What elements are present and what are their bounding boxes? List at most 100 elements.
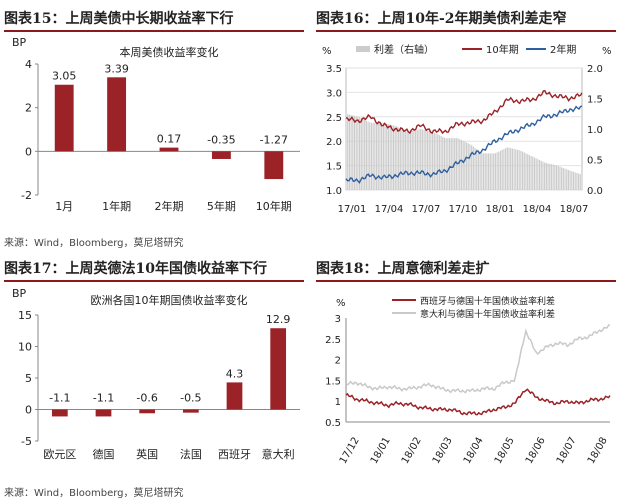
c17-ytick-label-3: 10 [18, 341, 32, 354]
c17-value-label-0: -1.1 [49, 392, 70, 405]
c16-xtick-label-2: 17/07 [412, 204, 441, 215]
c18-xtick-label-8: 18/08 [586, 436, 610, 466]
c16-xtick-label-1: 17/04 [375, 204, 404, 215]
c18-xtick-label-4: 18/04 [462, 436, 486, 466]
c18-legend-italy: 意大利与德国十年国债收益率利差 [420, 308, 555, 320]
c17-bar-1 [95, 409, 112, 417]
c15-value-label-3: -0.35 [207, 133, 235, 146]
c15-category-label-3: 5年期 [207, 199, 236, 213]
c17-bar-5 [270, 328, 287, 410]
source-note-top: 来源：Wind，Bloomberg，莫尼塔研究 [4, 238, 184, 249]
c15-bar-2 [159, 147, 179, 152]
c15-ylabel: BP [12, 36, 27, 49]
c15-value-label-1: 3.39 [104, 62, 129, 75]
c17-value-label-3: -0.5 [180, 392, 201, 405]
c16-ytick-left-5: 3.5 [326, 64, 342, 75]
c16-legend-spread: 利差（右轴） [374, 43, 434, 56]
c16-ytick-left-0: 1.0 [326, 186, 342, 197]
c17-category-label-5: 意大利 [262, 447, 295, 461]
c17-category-label-2: 英国 [136, 447, 158, 461]
c17-ytick-label-4: 15 [18, 309, 32, 322]
panel-15-rule [4, 30, 304, 32]
panel-17-rule [4, 280, 304, 282]
c15-category-label-4: 10年期 [256, 199, 292, 213]
c18-ytick-label-3: 2 [335, 356, 341, 367]
c18-xtick-label-3: 18/03 [431, 436, 455, 466]
c15-value-label-4: -1.27 [260, 133, 288, 146]
c18-ytick-label-0: 0.5 [325, 418, 341, 429]
c16-xtick-label-4: 18/01 [486, 204, 515, 215]
c16-ytick-right-3: 1.5 [587, 95, 603, 106]
c18-line-spain [345, 388, 611, 416]
panel-16-title: 图表16：上周10年-2年期美债利差走窄 [316, 11, 567, 27]
c16-ylabel-left: % [322, 46, 332, 57]
c16-ytick-right-2: 1.0 [587, 125, 603, 136]
c15-bar-4 [264, 151, 284, 180]
c15-category-label-0: 1月 [55, 200, 73, 213]
c15-ytick-label-3: 4 [25, 58, 32, 71]
panel-17-title: 图表17：上周英德法10年国债收益率下行 [4, 261, 267, 277]
c17-bar-0 [51, 409, 68, 417]
c16-legend-2y: 2年期 [550, 43, 576, 56]
c18-ytick-label-2: 1.5 [325, 376, 341, 387]
c15-bar-3 [211, 151, 231, 159]
c16-ytick-left-2: 2.0 [326, 137, 342, 148]
c15-ytick-label-2: 2 [25, 102, 32, 115]
panel-15-title: 图表15：上周美债中长期收益率下行 [4, 11, 234, 27]
c17-bar-4 [226, 382, 243, 410]
c15-ytick-label-0: -2 [21, 189, 32, 202]
c18-xtick-label-7: 18/07 [555, 436, 579, 466]
c16-line-2y [345, 105, 583, 184]
c17-value-label-5: 12.9 [266, 313, 291, 326]
c18-xtick-label-2: 18/02 [400, 436, 424, 466]
chart-18: 0.5 1 1.5 2 2.5 3% 17/12 18/01 18/02 18/03 18/04 18… [325, 295, 611, 466]
c17-value-label-2: -0.6 [136, 392, 157, 405]
c18-ylabel: % [336, 298, 346, 309]
c16-ytick-right-1: 0.5 [587, 156, 603, 167]
c17-category-label-1: 德国 [93, 447, 115, 461]
c18-line-italy [345, 324, 611, 394]
c17-ylabel: BP [12, 287, 27, 300]
c18-ytick-label-5: 3 [335, 314, 341, 325]
c16-ytick-right-4: 2.0 [587, 64, 603, 75]
c16-xtick-label-6: 18/07 [560, 204, 589, 215]
c16-xtick-label-3: 17/10 [449, 204, 478, 215]
c16-legend-swatch-spread [356, 46, 370, 52]
c15-value-label-2: 0.17 [157, 133, 182, 146]
c16-ytick-right-0: 0.0 [587, 186, 603, 197]
c17-ytick-label-1: 0 [25, 404, 32, 417]
c16-xtick-label-5: 18/04 [523, 204, 552, 215]
c16-ytick-left-1: 1.5 [326, 162, 342, 173]
chart-16: 1.0 1.5 2.0 2.5 3.0 3.5 0.0 0.5 1.0 1.5 2.0% % 17/01… [322, 43, 612, 215]
c15-subtitle: 本周美债收益率变化 [120, 45, 219, 59]
c17-category-label-0: 欧元区 [43, 448, 76, 461]
c17-bar-3 [182, 409, 199, 413]
c15-bar-0 [54, 84, 74, 152]
chart-15: -2 0 2 4 BP 本周美债收益率变化 3.05 1月 3.39 1年期 0.17 2年期 -0.3… [12, 36, 300, 213]
c17-bar-2 [139, 409, 156, 414]
panel-15: 图表15：上周美债中长期收益率下行 -2 0 2 4 BP 本周美债收益率变化 3.05 1月… [0, 0, 310, 230]
c15-category-label-1: 1年期 [102, 199, 131, 213]
panel-18: 图表18：上周意德利差走扩 0.5 1 1.5 2 2.5 3% 17/12 18/01 18/… [312, 250, 620, 480]
c18-xtick-label-5: 18/05 [493, 436, 517, 466]
c18-xtick-label-0: 17/12 [338, 436, 362, 466]
c18-xtick-label-6: 18/06 [524, 436, 548, 466]
source-note-bottom: 来源：Wind，Bloomberg，莫尼塔研究 [4, 488, 184, 499]
c15-value-label-0: 3.05 [52, 70, 77, 83]
c16-ytick-left-3: 2.5 [326, 113, 342, 124]
c18-xtick-label-1: 18/01 [369, 436, 393, 466]
c16-line-10y [345, 89, 583, 135]
c18-ytick-label-1: 1 [335, 397, 341, 408]
c17-value-label-1: -1.1 [93, 392, 114, 405]
c16-ytick-left-4: 3.0 [326, 88, 342, 99]
chart-17: -5 0 5 10 15 BP 欧洲各国10年期国债收益率变化 -1.1 欧元区 -1.1 德国 -0… [12, 287, 300, 461]
panel-18-rule [316, 280, 616, 282]
panel-17: 图表17：上周英德法10年国债收益率下行 -5 0 5 10 15 BP 欧洲各国10年期国… [0, 250, 310, 480]
c18-legend-spain: 西班牙与德国十年国债收益率利差 [420, 295, 555, 307]
c18-ytick-label-4: 2.5 [325, 335, 341, 346]
c16-ylabel-right: % [602, 46, 612, 57]
c15-bar-1 [107, 77, 127, 152]
c16-legend-10y: 10年期 [486, 43, 519, 56]
c17-category-label-3: 法国 [180, 447, 202, 461]
c17-ytick-label-0: -5 [21, 435, 32, 448]
